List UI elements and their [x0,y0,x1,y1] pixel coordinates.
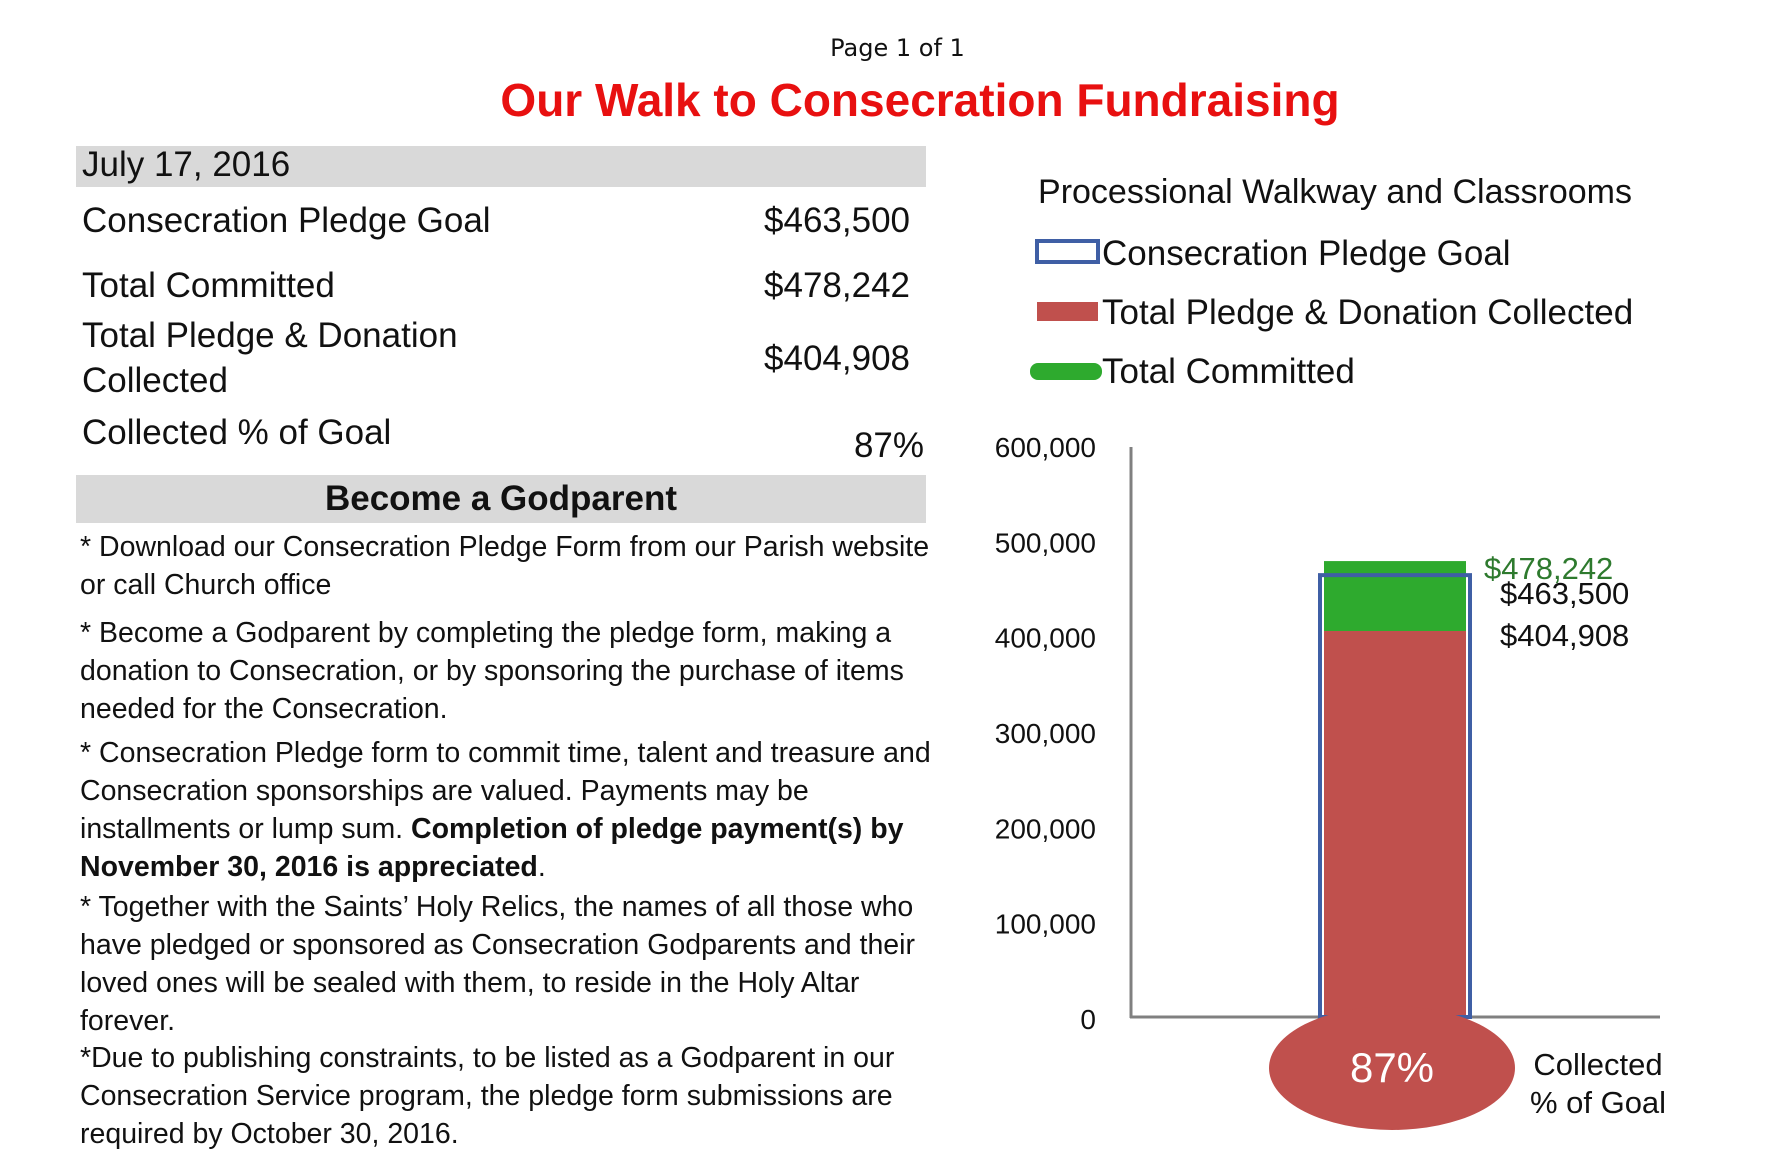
report-date: July 17, 2016 [82,145,291,184]
godparent-heading: Become a Godparent [324,479,678,518]
godparent-paragraph-3-text: * Consecration Pledge form to commit tim… [80,737,931,845]
collected-value: $404,908 [764,339,910,378]
y-tick-label: 100,000 [995,909,1096,940]
y-tick-label: 500,000 [995,527,1096,558]
y-tick-label: 300,000 [995,718,1096,749]
percent-caption-line1: Collected [1533,1047,1662,1082]
page-title: Our Walk to Consecration Fundraising [500,74,1340,126]
total-committed-label: Total Committed [82,266,335,305]
percent-caption-line2: % of Goal [1530,1085,1666,1120]
data-label-committed: $478,242 [1484,551,1613,586]
bar-committed [1324,561,1466,631]
godparent-band [76,475,926,523]
legend-label-committed: Total Committed [1102,352,1355,391]
godparent-paragraph-1: * Download our Consecration Pledge Form … [80,531,930,601]
chart-title: Processional Walkway and Classrooms [1038,173,1632,211]
y-tick-label: 200,000 [995,813,1096,844]
godparent-paragraph-3: * Consecration Pledge form to commit tim… [80,734,940,886]
data-label-pledge-goal: $463,500 [1500,576,1629,611]
percent-goal-value: 87% [853,426,924,465]
legend-label-pledge-goal: Consecration Pledge Goal [1102,234,1511,273]
pledge-goal-label: Consecration Pledge Goal [82,201,491,240]
bar-collected [1324,630,1466,1017]
percent-goal-label: Collected % of Goal [82,413,392,452]
godparent-paragraph-4: * Together with the Saints’ Holy Relics,… [80,891,915,1037]
godparent-deadline-bold: Completion of pledge payment(s) by Novem… [80,813,904,883]
data-label-collected: $404,908 [1500,618,1629,653]
godparent-paragraph-5: *Due to publishing constraints, to be li… [80,1042,895,1150]
legend-swatch-committed [1030,363,1102,380]
percent-bubble [1269,1006,1515,1130]
collected-label-line1: Total Pledge & Donation [82,316,458,355]
percent-bubble-label: 87% [1350,1044,1434,1091]
page-number: Page 1 of 1 [830,34,965,62]
y-tick-label: 600,000 [995,432,1096,463]
y-tick-label: 0 [1080,1004,1096,1035]
legend-swatch-pledge-goal [1035,239,1100,264]
date-band [76,146,926,187]
godparent-paragraph-2: * Become a Godparent by completing the p… [80,617,904,725]
pledge-goal-value: $463,500 [764,201,910,240]
godparent-deadline-period: . [537,851,546,883]
legend-label-collected: Total Pledge & Donation Collected [1102,293,1633,332]
legend-swatch-collected [1037,302,1098,321]
total-committed-value: $478,242 [764,266,910,305]
y-tick-label: 400,000 [995,623,1096,654]
collected-label-line2: Collected [82,361,228,400]
